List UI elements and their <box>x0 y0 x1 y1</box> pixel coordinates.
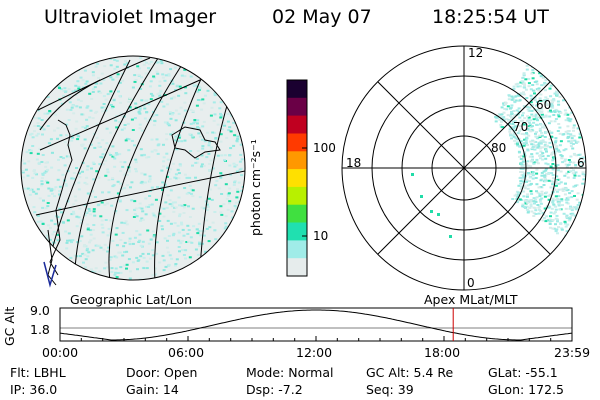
colorbar-segment <box>287 204 307 224</box>
time-tick-1200: 12:00 <box>296 345 333 360</box>
status-ip: IP: 36.0 <box>10 382 58 397</box>
mlt-label-0: 0 <box>467 276 475 290</box>
mlat-label-80: 80 <box>491 141 507 155</box>
colorbar-segment <box>287 80 307 99</box>
status-seq: Seq: 39 <box>366 382 414 397</box>
time-tick-0600: 06:00 <box>168 345 205 360</box>
colorbar-segment <box>287 222 307 241</box>
time-label: 18:25:54 UT <box>432 6 549 28</box>
colorbar-segment <box>287 133 307 152</box>
mlt-label-18: 18 <box>346 156 362 170</box>
colorbar-segment <box>287 97 307 117</box>
earth-image <box>20 55 246 288</box>
instrument-title: Ultraviolet Imager <box>44 6 217 28</box>
colorbar-segment <box>287 151 307 170</box>
altitude-ytick-1-8: 1.8 <box>30 322 50 337</box>
mlat-label-70: 70 <box>513 120 529 134</box>
colorbar-segment <box>287 169 307 188</box>
status-door: Door: Open <box>126 365 198 380</box>
right-panel-caption: Apex MLat/MLT <box>424 292 518 307</box>
colorbar-segment <box>287 186 307 206</box>
colorbar-tick-100: 100 <box>313 141 336 155</box>
colorbar-segment <box>287 115 307 134</box>
colorbar-unit-label: photon cm⁻²s⁻¹ <box>248 139 263 236</box>
date-label: 02 May 07 <box>272 6 372 28</box>
altitude-ylabel: GC Alt <box>2 306 17 346</box>
altitude-ytick-9: 9.0 <box>30 303 50 318</box>
colorbar-tick-10: 10 <box>313 229 329 243</box>
status-glon: GLon: 172.5 <box>488 382 564 397</box>
status-flt: Flt: LBHL <box>10 365 66 380</box>
status-glat: GLat: -55.1 <box>488 365 558 380</box>
status-mode: Mode: Normal <box>246 365 334 380</box>
time-tick-2359: 23:59 <box>554 345 591 360</box>
left-panel-caption: Geographic Lat/Lon <box>70 292 192 307</box>
status-gcalt: GC Alt: 5.4 Re <box>366 365 454 380</box>
time-tick-0000: 00:00 <box>42 345 79 360</box>
altitude-plot <box>59 307 573 342</box>
colorbar-segment <box>287 258 307 277</box>
colorbar <box>286 79 308 277</box>
status-gain: Gain: 14 <box>126 382 179 397</box>
status-dsp: Dsp: -7.2 <box>246 382 303 397</box>
colorbar-segment <box>287 240 307 259</box>
mlat-label-60: 60 <box>536 98 552 112</box>
polar-plot <box>341 45 587 291</box>
mlt-label-6: 6 <box>577 156 585 170</box>
mlt-label-12: 12 <box>468 46 484 60</box>
time-tick-1800: 18:00 <box>424 345 461 360</box>
lat-lon-grid <box>35 56 245 280</box>
